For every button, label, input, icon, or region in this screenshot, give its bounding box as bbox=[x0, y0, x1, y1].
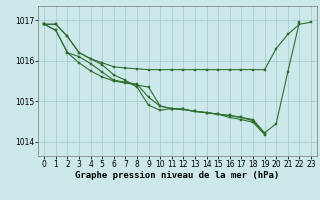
X-axis label: Graphe pression niveau de la mer (hPa): Graphe pression niveau de la mer (hPa) bbox=[76, 171, 280, 180]
